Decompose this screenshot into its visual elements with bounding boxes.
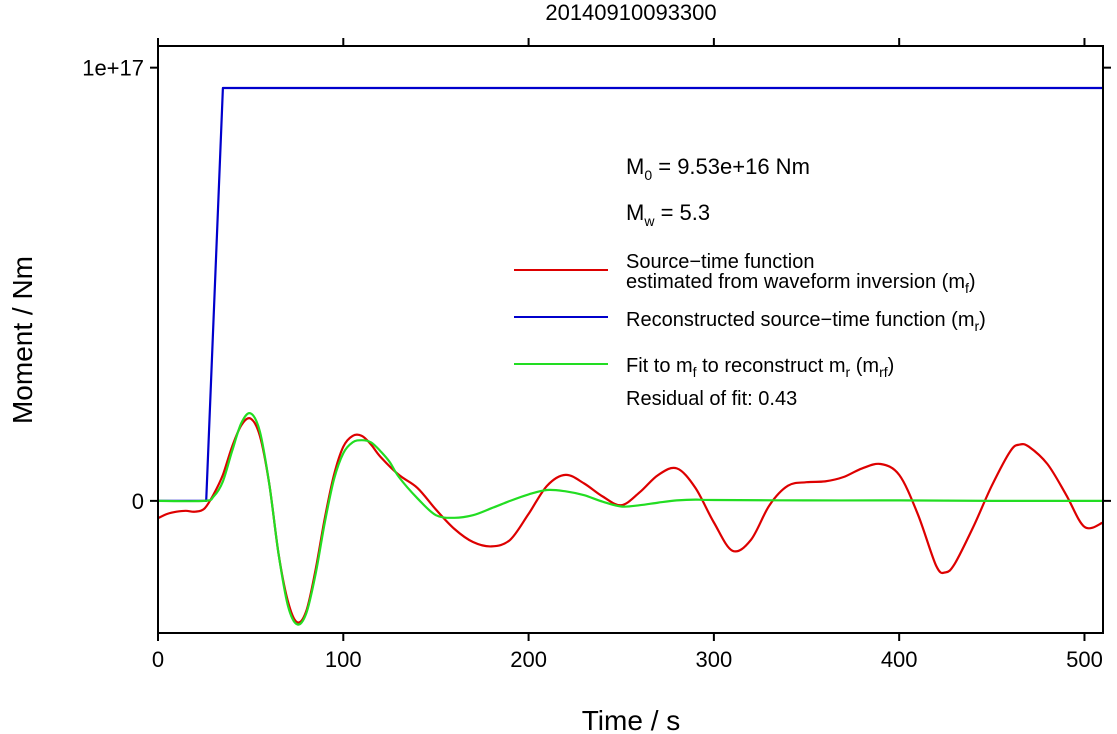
x-tick-label: 200 bbox=[510, 647, 547, 672]
axes-group bbox=[150, 38, 1111, 641]
x-tick-label: 300 bbox=[696, 647, 733, 672]
legend: Source−time function estimated from wave… bbox=[514, 251, 986, 410]
series-line-mr bbox=[158, 86, 1103, 502]
legend-label-mf-line1: Source−time function bbox=[626, 251, 814, 273]
legend-label-mf-line2: estimated from waveform inversion (mf) bbox=[626, 271, 976, 296]
y-tick-label: 1e+17 bbox=[82, 56, 144, 81]
x-tick-label: 400 bbox=[881, 647, 918, 672]
plot-lines bbox=[157, 86, 1104, 626]
m0-annotation: M0 = 9.53e+16 Nm bbox=[626, 154, 810, 183]
residual-annotation: Residual of fit: 0.43 bbox=[626, 388, 797, 410]
x-tick-label: 100 bbox=[325, 647, 362, 672]
legend-label-mr: Reconstructed source−time function (mr) bbox=[626, 309, 986, 334]
x-axis-label: Time / s bbox=[582, 705, 681, 734]
mw-annotation: Mw = 5.3 bbox=[626, 200, 710, 229]
y-tick-labels: 0 1e+17 bbox=[82, 56, 144, 514]
y-axis-label: Moment / Nm bbox=[7, 256, 38, 424]
x-tick-labels: 0 100 200 300 400 500 bbox=[152, 647, 1103, 672]
x-tick-label: 500 bbox=[1066, 647, 1103, 672]
legend-label-mrf: Fit to mf to reconstruct mr (mrf) bbox=[626, 355, 894, 380]
chart-title: 20140910093300 bbox=[545, 0, 716, 25]
y-tick-label: 0 bbox=[132, 489, 144, 514]
x-tick-label: 0 bbox=[152, 647, 164, 672]
series-line-mrf bbox=[157, 412, 1103, 626]
plot-frame bbox=[157, 45, 1104, 634]
series-line-mf bbox=[157, 417, 1104, 624]
